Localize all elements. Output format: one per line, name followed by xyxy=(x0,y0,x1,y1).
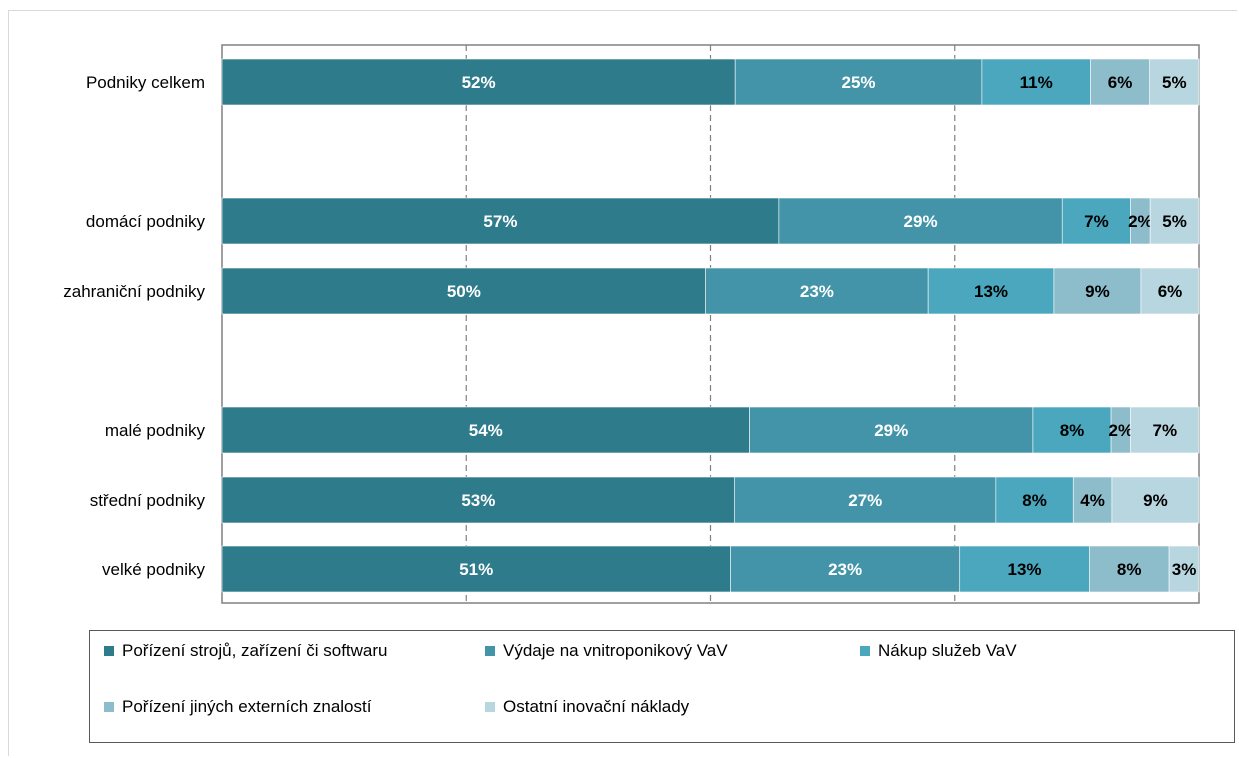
bar-segment xyxy=(1089,545,1170,593)
chart-plot: Podniky celkem 52% 25% 11% 6% 5% domácí podnik… xyxy=(63,44,1200,604)
legend-swatch xyxy=(104,702,114,712)
bar-segment xyxy=(221,406,750,454)
legend-label: Nákup služeb VaV xyxy=(878,641,1017,660)
legend-label: Pořízení strojů, zařízení či softwaru xyxy=(122,641,388,660)
data-label: 8% xyxy=(1060,421,1085,440)
data-label: 6% xyxy=(1108,73,1133,92)
data-label: 29% xyxy=(874,421,908,440)
data-label: 5% xyxy=(1162,73,1187,92)
data-label: 23% xyxy=(828,560,862,579)
legend-label: Ostatní inovační náklady xyxy=(503,697,690,716)
data-label: 8% xyxy=(1117,560,1142,579)
legend-item: Výdaje na vnitroponikový VaV xyxy=(485,641,728,661)
data-label: 9% xyxy=(1143,491,1168,510)
data-label: 7% xyxy=(1153,421,1178,440)
legend-item: Pořízení jiných externích znalostí xyxy=(104,697,371,717)
bar-segment xyxy=(221,58,736,106)
bar-segment xyxy=(221,197,780,245)
data-label: 8% xyxy=(1022,491,1047,510)
bar-segment xyxy=(1149,58,1200,106)
legend-swatch xyxy=(860,646,870,656)
data-label: 51% xyxy=(459,560,493,579)
data-label: 57% xyxy=(483,212,517,231)
category-label: domácí podniky xyxy=(86,212,206,231)
bar-segment xyxy=(1140,267,1200,315)
bar-segment xyxy=(221,476,735,524)
legend-swatch xyxy=(485,646,495,656)
bar-segment xyxy=(1090,58,1150,106)
data-label: 13% xyxy=(974,282,1008,301)
bar-segment xyxy=(1053,267,1142,315)
bar-segment xyxy=(959,545,1090,593)
data-label: 5% xyxy=(1162,212,1187,231)
data-label: 2% xyxy=(1128,212,1153,231)
data-label: 53% xyxy=(461,491,495,510)
legend-swatch xyxy=(104,646,114,656)
legend-item: Nákup služeb VaV xyxy=(860,641,1017,661)
bar-segment xyxy=(1149,197,1200,245)
legend-label: Pořízení jiných externích znalostí xyxy=(122,697,372,716)
data-label: 7% xyxy=(1084,212,1109,231)
data-label: 2% xyxy=(1109,421,1134,440)
legend-label: Výdaje na vnitroponikový VaV xyxy=(503,641,728,660)
legend-swatch xyxy=(485,702,495,712)
data-label: 11% xyxy=(1020,73,1053,92)
bar-segment xyxy=(1130,406,1200,454)
bar-segment xyxy=(730,545,961,593)
data-label: 23% xyxy=(800,282,834,301)
legend-item: Ostatní inovační náklady xyxy=(485,697,689,717)
category-label: zahraniční podniky xyxy=(63,282,205,301)
data-label: 4% xyxy=(1080,491,1105,510)
bar-segment xyxy=(749,406,1034,454)
data-label: 13% xyxy=(1008,560,1042,579)
category-label: Podniky celkem xyxy=(86,73,205,92)
bar-segment xyxy=(1168,545,1200,593)
data-label: 27% xyxy=(848,491,882,510)
plot-area: Podniky celkem 52% 25% 11% 6% 5% domácí podnik… xyxy=(63,44,1200,604)
plot-border xyxy=(221,44,1200,604)
data-label: 54% xyxy=(469,421,503,440)
category-label: velké podniky xyxy=(102,560,206,579)
bar-segment xyxy=(705,267,929,315)
bar-segment xyxy=(734,476,997,524)
data-label: 52% xyxy=(462,73,496,92)
bar-segment xyxy=(927,267,1055,315)
bar-segment xyxy=(221,267,706,315)
bar-segment xyxy=(981,58,1091,106)
bar-segment xyxy=(995,476,1074,524)
bar-segment xyxy=(1111,476,1200,524)
data-label: 6% xyxy=(1158,282,1183,301)
category-label: malé podniky xyxy=(105,421,206,440)
legend-item: Pořízení strojů, zařízení či softwaru xyxy=(104,641,388,661)
data-label: 50% xyxy=(447,282,481,301)
bar-segment xyxy=(1032,406,1112,454)
data-label: 3% xyxy=(1172,560,1197,579)
bar-segment xyxy=(734,58,983,106)
bar-segment xyxy=(221,545,731,593)
data-label: 9% xyxy=(1085,282,1110,301)
category-label: střední podniky xyxy=(90,491,206,510)
data-label: 29% xyxy=(904,212,938,231)
bar-segment xyxy=(778,197,1063,245)
chart-legend: Pořízení strojů, zařízení či softwaru Výd… xyxy=(89,630,1235,743)
data-label: 25% xyxy=(842,73,876,92)
chart-frame xyxy=(8,10,1237,756)
